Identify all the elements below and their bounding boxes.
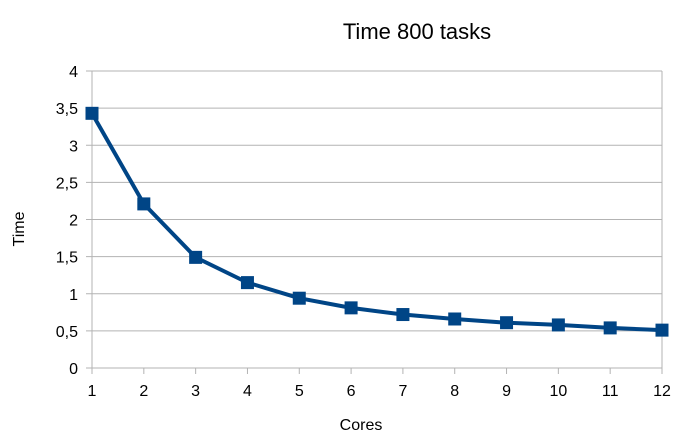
y-tick-label: 0	[69, 361, 78, 378]
y-tick-label: 2	[69, 213, 78, 230]
x-tick-label: 7	[398, 383, 407, 400]
x-tick-label: 10	[549, 383, 567, 400]
data-point-marker	[655, 323, 669, 337]
x-tick-label: 8	[450, 383, 459, 400]
x-tick-label: 2	[139, 383, 148, 400]
data-point-marker	[189, 250, 203, 264]
x-tick-label: 3	[191, 383, 200, 400]
x-tick-label: 12	[653, 383, 671, 400]
y-axis-label: Time	[11, 211, 28, 246]
tick-labels: 00,511,522,533,541 2 3 4 5 6 7 8 9 10 11 12	[56, 64, 671, 400]
data-point-marker	[396, 308, 410, 322]
series-line	[90, 111, 664, 333]
data-point-marker	[137, 197, 151, 211]
data-point-marker	[603, 321, 617, 335]
series-line-path	[90, 111, 664, 333]
chart-title: Time 800 tasks	[343, 19, 491, 44]
x-tick-label: 6	[347, 383, 356, 400]
data-point-marker	[500, 316, 514, 330]
data-point-marker	[344, 301, 358, 315]
data-point-marker	[240, 276, 254, 290]
y-tick-label: 4	[69, 64, 78, 81]
data-point-marker	[448, 312, 462, 326]
data-point-marker	[551, 318, 565, 332]
x-tick-label: 11	[602, 383, 619, 400]
x-tick-label: 1	[88, 383, 97, 400]
x-axis-label: Cores	[340, 417, 383, 434]
axes	[86, 70, 663, 374]
data-point-marker	[85, 106, 99, 120]
y-tick-label: 3,5	[56, 101, 78, 118]
x-tick-label: 5	[295, 383, 304, 400]
y-tick-label: 2,5	[56, 175, 78, 192]
data-point-marker	[292, 291, 306, 305]
y-tick-label: 0,5	[56, 324, 78, 341]
data-points	[85, 106, 669, 337]
gridlines	[92, 70, 662, 332]
y-tick-label: 1,5	[56, 250, 78, 267]
y-tick-label: 1	[69, 287, 78, 304]
x-tick-label: 4	[243, 383, 252, 400]
y-tick-label: 3	[69, 138, 78, 155]
x-tick-label: 9	[502, 383, 511, 400]
